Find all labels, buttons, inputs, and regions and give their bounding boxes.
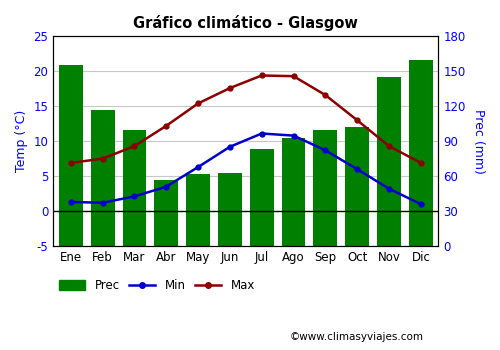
Bar bbox=[345, 127, 369, 246]
Y-axis label: Temp (°C): Temp (°C) bbox=[15, 110, 28, 172]
Title: Gráfico climático - Glasgow: Gráfico climático - Glasgow bbox=[134, 15, 358, 31]
Bar bbox=[59, 65, 82, 246]
Bar bbox=[218, 173, 242, 246]
Bar bbox=[250, 149, 274, 246]
Bar bbox=[122, 130, 146, 246]
Bar bbox=[377, 77, 401, 246]
Text: ©www.climasyviajes.com: ©www.climasyviajes.com bbox=[290, 332, 424, 342]
Bar bbox=[409, 60, 433, 246]
Bar bbox=[90, 110, 114, 246]
Bar bbox=[154, 180, 178, 246]
Legend: Prec, Min, Max: Prec, Min, Max bbox=[59, 279, 255, 292]
Bar bbox=[282, 138, 306, 246]
Y-axis label: Prec (mm): Prec (mm) bbox=[472, 109, 485, 174]
Bar bbox=[314, 130, 338, 246]
Bar bbox=[186, 174, 210, 246]
